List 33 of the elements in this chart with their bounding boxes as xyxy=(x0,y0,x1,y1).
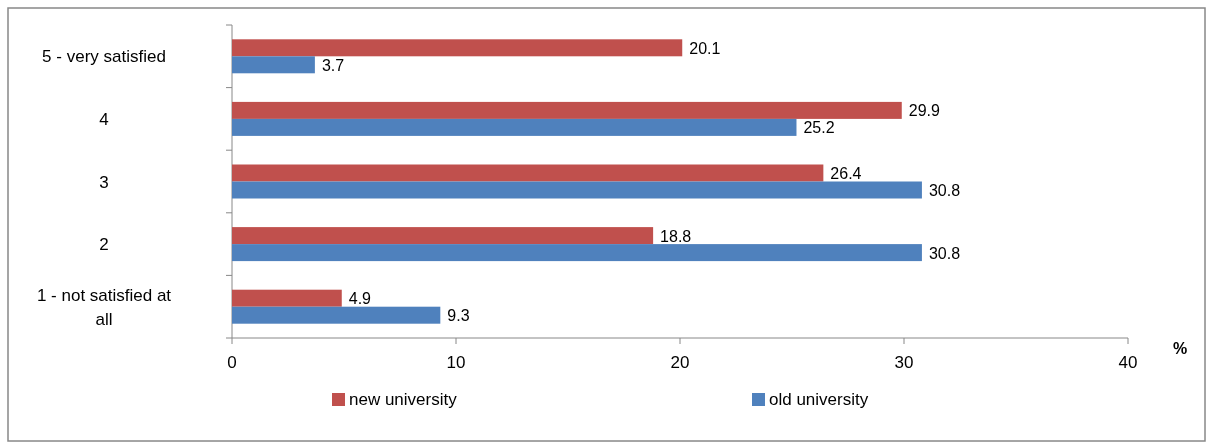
bar xyxy=(232,227,654,245)
bar xyxy=(232,118,797,136)
data-label: 29.9 xyxy=(908,102,940,120)
data-label: 26.4 xyxy=(830,165,862,182)
y-tick-label: 4 xyxy=(99,109,109,129)
data-label: 30.8 xyxy=(928,244,961,262)
x-tick-label: 30 xyxy=(894,353,914,372)
x-axis-title: % xyxy=(1172,340,1188,357)
bar xyxy=(232,306,441,324)
bar xyxy=(232,101,902,119)
bar xyxy=(232,244,922,262)
data-label: 18.8 xyxy=(660,227,692,245)
y-tick-label: 2 xyxy=(99,235,109,255)
x-tick-label: 20 xyxy=(670,353,690,372)
x-tick-label: 0 xyxy=(227,353,237,372)
legend-label: old university xyxy=(769,390,869,409)
data-label: 25.2 xyxy=(803,119,835,137)
y-tick-label: 1 - not satisfied at all xyxy=(36,285,172,329)
x-tick-label: 10 xyxy=(446,353,466,372)
x-tick-label: 40 xyxy=(1118,353,1138,372)
data-label: 9.3 xyxy=(447,307,470,325)
y-tick-label: 3 xyxy=(99,172,109,192)
bar xyxy=(232,289,342,307)
data-label: 20.1 xyxy=(689,39,721,57)
bar xyxy=(232,164,824,182)
bar xyxy=(232,181,922,199)
data-label: 4.9 xyxy=(348,290,372,308)
legend-label: new university xyxy=(349,390,458,409)
bar xyxy=(232,39,683,57)
bar xyxy=(232,56,315,74)
y-tick-label: 5 - very satisfied xyxy=(42,47,166,67)
data-label: 30.8 xyxy=(928,182,961,199)
data-label: 3.7 xyxy=(321,56,345,74)
